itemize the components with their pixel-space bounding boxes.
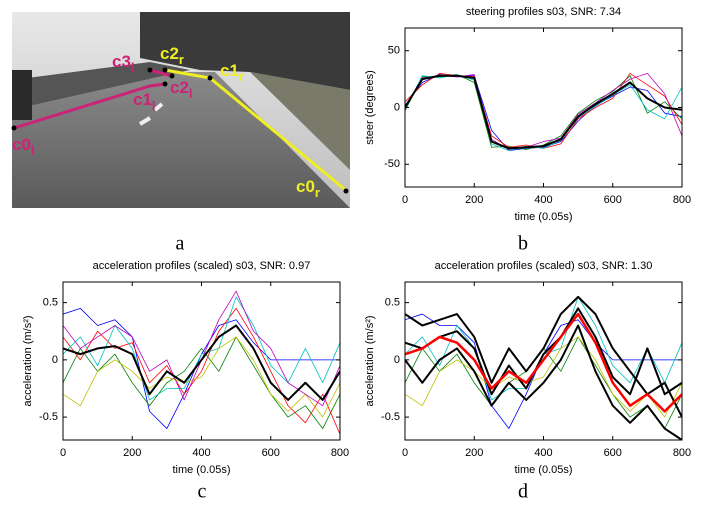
panel-label: a (176, 233, 185, 255)
label-subscript: l (189, 86, 193, 101)
y-tick-label: 0 (394, 354, 400, 366)
x-tick-label: 800 (673, 447, 691, 459)
y-tick-label: -0.5 (381, 411, 400, 423)
label-subscript: l (131, 60, 135, 75)
y-tick-label: 0 (52, 354, 58, 366)
road-photo (11, 12, 350, 208)
label-subscript: r (315, 185, 320, 200)
panel-label: d (518, 481, 528, 503)
photo-label: c1r (220, 61, 244, 84)
x-tick-label: 400 (534, 447, 552, 459)
photo-label: c3l (112, 52, 135, 75)
x-tick-label: 600 (604, 447, 622, 459)
x-tick-label: 800 (331, 447, 349, 459)
x-tick-label: 200 (465, 194, 483, 206)
series-line (405, 74, 682, 152)
y-tick-label: -0.5 (39, 411, 58, 423)
x-tick-label: 400 (534, 194, 552, 206)
label-base: c0 (12, 135, 31, 154)
x-axis-label: time (0.05s) (514, 464, 572, 476)
label-base: c1 (220, 61, 239, 80)
chart-title: steering profiles s03, SNR: 7.34 (466, 6, 621, 18)
series-line (405, 307, 682, 396)
y-tick-label: 0 (394, 101, 400, 113)
series-line (63, 336, 340, 418)
label-subscript: l (31, 143, 35, 158)
y-tick-label: -50 (384, 158, 400, 170)
x-tick-label: 400 (192, 447, 210, 459)
label-base: c2 (160, 44, 179, 63)
x-axis-label: time (0.05s) (172, 464, 230, 476)
x-tick-label: 200 (123, 447, 141, 459)
series-line (405, 312, 682, 413)
label-base: c0 (296, 177, 315, 196)
x-tick-label: 0 (402, 194, 408, 206)
x-tick-label: 0 (402, 447, 408, 459)
label-subscript: r (239, 69, 244, 84)
photo-label: c0r (296, 177, 320, 200)
label-base: c2 (170, 78, 189, 97)
photo-label: c1l (133, 90, 156, 113)
y-tick-label: 50 (388, 45, 400, 57)
plot-frame (404, 27, 683, 188)
y-axis-label: steer (degrees) (364, 70, 376, 145)
series-line (405, 336, 682, 418)
series-line (63, 296, 340, 401)
label-subscript: l (152, 98, 156, 113)
panel-label: b (518, 233, 528, 255)
label-subscript: r (179, 52, 184, 67)
x-tick-label: 200 (465, 447, 483, 459)
series-line (405, 74, 682, 152)
series-line (405, 74, 682, 150)
chart-title: acceleration profiles (scaled) s03, SNR:… (93, 260, 311, 272)
x-tick-label: 0 (60, 447, 66, 459)
y-tick-label: 0.5 (43, 297, 58, 309)
label-base: c1 (133, 90, 152, 109)
y-axis-label: acceleration (m/s²) (364, 315, 376, 406)
series-line (405, 324, 682, 440)
photo-label: c0l (12, 135, 35, 158)
series-line (405, 73, 682, 150)
photo-label: c2l (170, 78, 193, 101)
x-tick-label: 600 (604, 194, 622, 206)
series-line (63, 307, 340, 435)
series-line (63, 324, 340, 401)
x-axis-label: time (0.05s) (514, 211, 572, 223)
x-tick-label: 600 (262, 447, 280, 459)
panel-label: c (198, 481, 207, 503)
series-line (405, 74, 682, 150)
y-tick-label: 0.5 (385, 297, 400, 309)
series-line (63, 336, 340, 429)
photo-label: c2r (160, 44, 184, 67)
chart-title: acceleration profiles (scaled) s03, SNR:… (435, 260, 653, 272)
series-line (405, 73, 682, 149)
label-base: c3 (112, 52, 131, 71)
y-axis-label: acceleration (m/s²) (22, 315, 34, 406)
x-tick-label: 800 (673, 194, 691, 206)
